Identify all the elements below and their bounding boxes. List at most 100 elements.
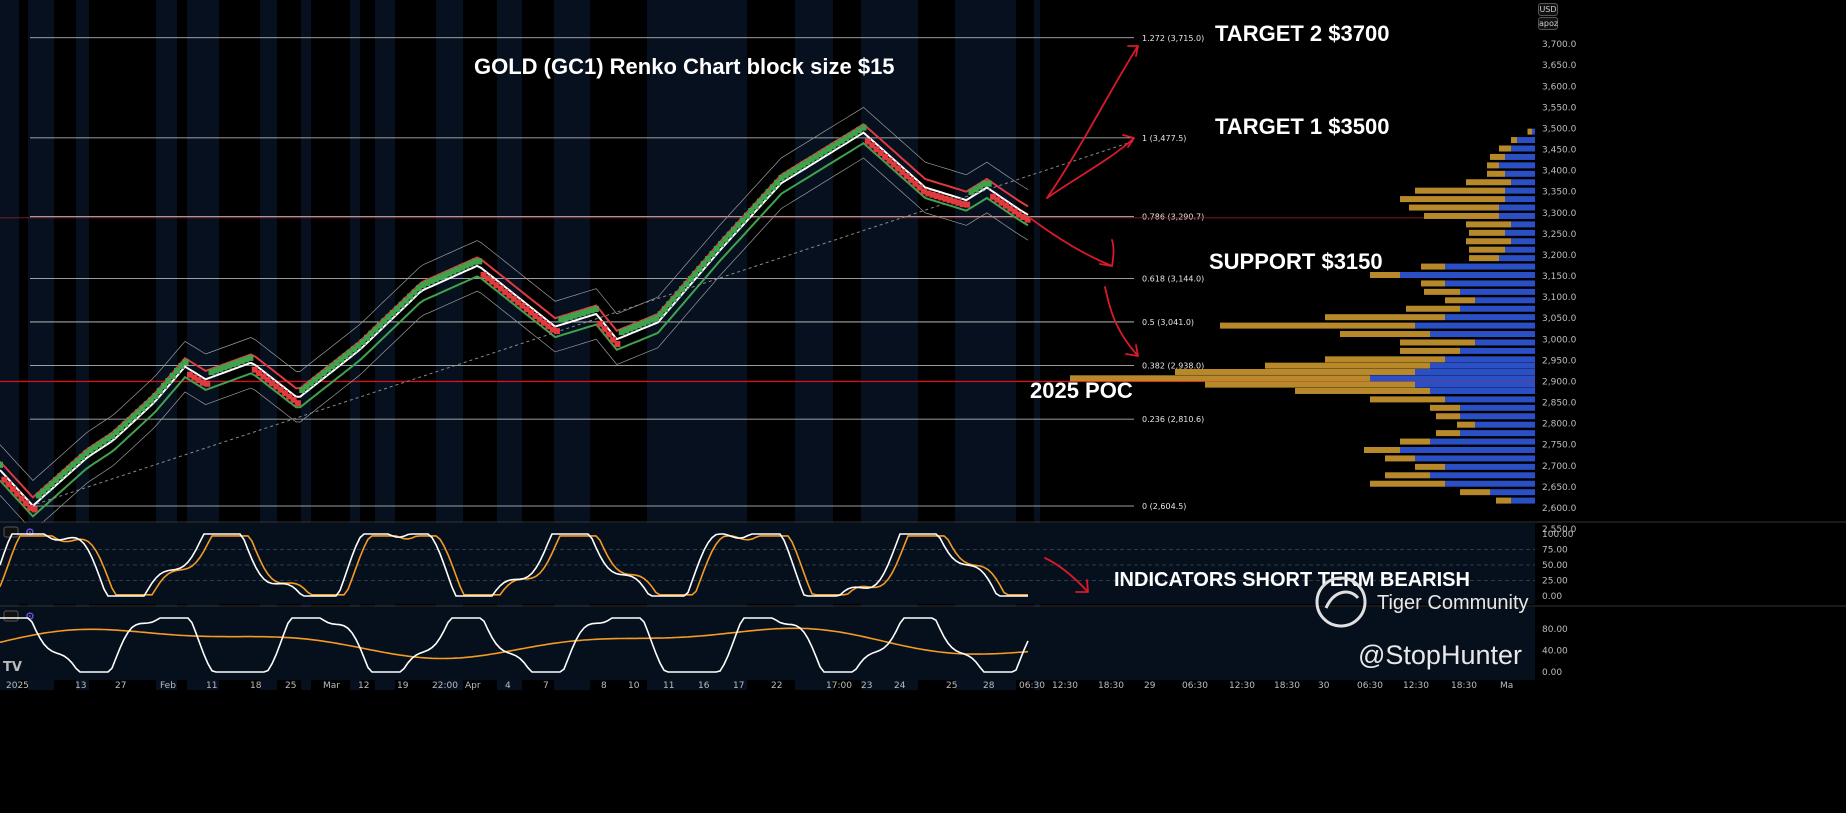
oscillator-panel-2: ⚙ 80.00 40.00 0.00 <box>0 605 1846 680</box>
brick-up <box>325 366 332 373</box>
time-tick-label: 18:30 <box>1274 681 1300 691</box>
time-tick-label: 2025 <box>6 681 29 691</box>
brick-down <box>610 336 617 343</box>
brick-up <box>420 281 427 288</box>
brick-up <box>825 145 832 152</box>
fib-label: 1.272 (3,715.0) <box>1142 34 1204 43</box>
brick-down <box>251 366 258 373</box>
brick-down <box>31 506 38 513</box>
volume-bar-sell <box>1487 162 1499 169</box>
volume-bar-buy <box>1505 170 1535 177</box>
time-tick-label: 11 <box>663 681 674 691</box>
session-band <box>76 0 89 690</box>
brick-up <box>48 480 55 487</box>
session-band <box>19 0 28 690</box>
brick-up <box>735 222 742 229</box>
brick-down <box>541 319 548 326</box>
brick-up <box>109 432 116 439</box>
volume-bar-sell <box>1436 430 1460 437</box>
session-band <box>0 0 19 690</box>
price-tick-label: 3,050.0 <box>1542 314 1577 324</box>
time-tick-label: 10 <box>628 681 640 691</box>
brick-down <box>281 390 288 397</box>
brick-down <box>605 331 612 338</box>
brick-up <box>843 135 850 142</box>
brick-up <box>696 266 703 273</box>
price-tick-label: 3,550.0 <box>1542 103 1577 113</box>
brick-up <box>316 373 323 380</box>
session-band <box>54 0 76 690</box>
oscillator-tick-label: 0.00 <box>1542 592 1562 602</box>
brick-up <box>368 330 375 337</box>
time-tick-label: 18:30 <box>1451 681 1477 691</box>
settings-icon: ⚙ <box>25 610 35 623</box>
brick-down <box>920 188 927 195</box>
brick-up <box>769 184 776 191</box>
brick-down <box>286 393 293 400</box>
fib-label: 0.786 (3,290.7) <box>1142 213 1204 222</box>
brick-up <box>174 367 181 374</box>
price-tick-label: 3,150.0 <box>1542 272 1577 282</box>
brick-up <box>454 266 461 273</box>
brick-up <box>813 153 820 160</box>
brick-up <box>415 285 422 292</box>
time-tick-label: 8 <box>601 681 607 691</box>
fib-label: 1 (3,477.5) <box>1142 134 1186 143</box>
brick-up <box>437 274 444 281</box>
volume-profile <box>1070 128 1535 504</box>
volume-bar-sell <box>1295 387 1430 394</box>
time-tick-label: Apr <box>465 681 481 691</box>
brick-up <box>722 236 729 243</box>
brick-down <box>273 383 280 390</box>
price-tick-label: 3,250.0 <box>1542 230 1577 240</box>
brick-up <box>74 457 81 464</box>
brick-up <box>743 212 750 219</box>
volume-bar-sell <box>1370 396 1445 403</box>
volume-bar-buy <box>1460 404 1535 411</box>
session-band <box>414 0 436 690</box>
time-tick-label: 29 <box>1144 681 1156 691</box>
brick-up <box>238 358 245 365</box>
volume-bar-buy <box>1445 396 1535 403</box>
brick-up <box>700 261 707 268</box>
brick-down <box>1020 214 1027 221</box>
panel-collapse-button[interactable] <box>3 610 19 622</box>
brick-up <box>53 477 60 484</box>
brick-up <box>100 438 107 445</box>
scale-selector[interactable]: apoz <box>1538 17 1559 30</box>
price-tick-label: 2,950.0 <box>1542 356 1577 366</box>
session-band <box>747 0 768 690</box>
brick-down <box>1015 211 1022 218</box>
volume-bar-sell <box>1466 179 1511 186</box>
time-tick-label: 4 <box>505 681 511 691</box>
price-tick-label: 2,800.0 <box>1542 420 1577 430</box>
brick-down <box>484 275 491 282</box>
brick-up <box>342 353 349 360</box>
annotations: GOLD (GC1) Renko Chart block size $15 TAR… <box>474 21 1470 591</box>
currency-selector[interactable]: USD <box>1538 3 1558 16</box>
brick-up <box>359 338 366 345</box>
poc-label: 2025 POC <box>1030 378 1133 403</box>
brick-up <box>778 175 785 182</box>
price-tick-label: 3,400.0 <box>1542 167 1577 177</box>
brick-down <box>925 190 932 197</box>
volume-bar-buy <box>1415 381 1535 388</box>
brick-down <box>990 193 997 200</box>
session-band <box>554 0 572 690</box>
session-band <box>1004 0 1016 690</box>
oscillator-tick-label: 75.00 <box>1542 546 1568 556</box>
arrow-to-target2 <box>1046 45 1139 199</box>
brick-up <box>135 409 142 416</box>
brick-up <box>476 258 483 265</box>
brick-up <box>709 251 716 258</box>
session-band <box>301 0 311 690</box>
brick-down <box>908 176 915 183</box>
tiger-logo-icon <box>1315 576 1367 628</box>
oscillator-signal-line <box>0 627 1029 660</box>
volume-bar-buy <box>1475 421 1535 428</box>
volume-bar-sell <box>1406 305 1460 312</box>
brick-up <box>70 461 77 468</box>
time-tick-label: 11 <box>206 681 217 691</box>
brick-down <box>536 316 543 323</box>
brick-up <box>122 421 129 428</box>
